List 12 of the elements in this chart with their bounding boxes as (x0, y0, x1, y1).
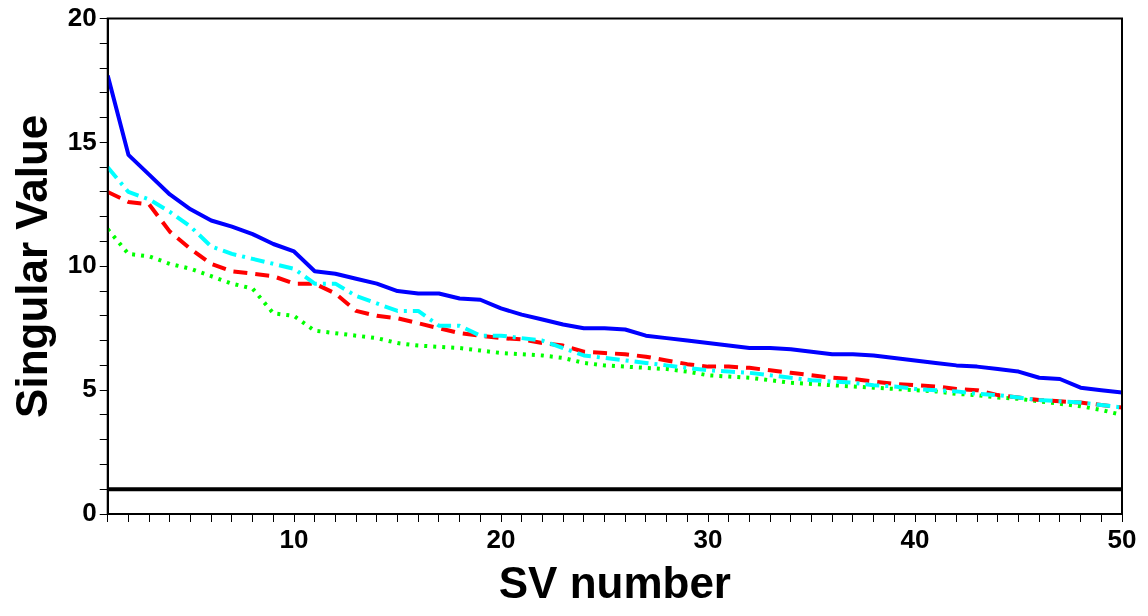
x-axis-title: SV number (498, 557, 731, 607)
x-tick-label: 20 (486, 523, 516, 554)
x-tick-label: 10 (279, 523, 309, 554)
y-tick-label: 20 (67, 1, 97, 32)
y-tick-label: 0 (82, 497, 97, 528)
y-tick-label: 5 (82, 373, 97, 404)
x-tick-label: 50 (1107, 523, 1137, 554)
y-tick-label: 15 (67, 125, 97, 156)
x-tick-label: 30 (693, 523, 723, 554)
y-tick-label: 10 (67, 249, 97, 280)
x-tick-label: 40 (900, 523, 930, 554)
y-axis-title: Singular Value (6, 114, 56, 418)
